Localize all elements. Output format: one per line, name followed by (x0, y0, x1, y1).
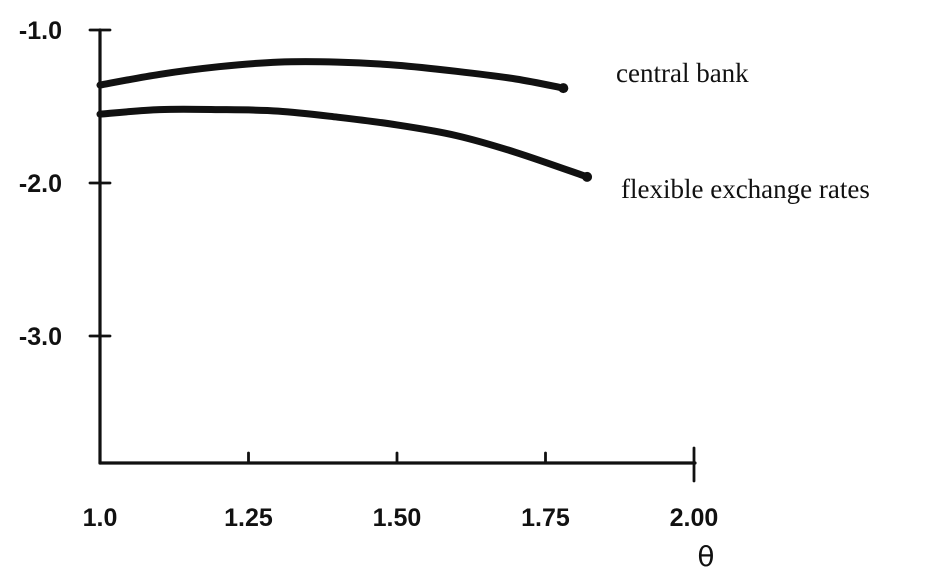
series-layer: central bank flexible exchange rates (96, 58, 870, 204)
series-endpoint-central-bank (558, 83, 569, 94)
x-tick-label: 2.00 (670, 504, 719, 532)
x-tick-label: 1.25 (224, 504, 273, 532)
x-tick-label: 1.0 (83, 504, 118, 532)
series-label-flexible-exchange-rates: flexible exchange rates (621, 174, 870, 204)
x-tick-label: 1.50 (373, 504, 422, 532)
y-tick-label: -1.0 (19, 17, 62, 45)
y-tick-label: -2.0 (19, 170, 62, 198)
series-label-central-bank: central bank (616, 58, 749, 88)
axes (98, 28, 697, 465)
x-axis-ticks: 1.0 1.25 1.50 1.75 2.00 (83, 446, 719, 532)
series-endpoint-flexible-exchange-rates (582, 171, 593, 182)
x-tick-label: 1.75 (521, 504, 570, 532)
y-tick-label: -3.0 (19, 323, 62, 351)
series-line-flexible-exchange-rates (96, 105, 591, 181)
series-line-central-bank (96, 58, 567, 92)
x-axis-label: θ (697, 540, 714, 573)
y-axis-ticks: -1.0 -2.0 -3.0 (19, 17, 112, 351)
